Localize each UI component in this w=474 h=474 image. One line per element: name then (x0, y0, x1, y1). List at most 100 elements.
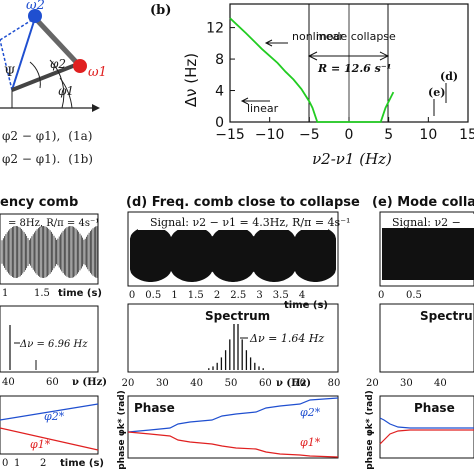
panel-c-signal-frame (0, 213, 99, 285)
panel-d-time-tick: 3.5 (273, 290, 289, 301)
panel-e-phase-ylabel: phase φk* (rad) (365, 390, 375, 470)
panel-e-spectrum-title: Spectrum (420, 309, 474, 323)
panel-d-time-tick: 1.5 (188, 290, 204, 301)
panel-c-time-label: time (s) (58, 288, 102, 299)
annot-linear: linear (247, 102, 279, 115)
panel-c: ency comb = 8Hz, R/π = 4s⁻¹ 1 1.5 time (… (0, 195, 107, 469)
panel-b-xtick-label: 0 (345, 127, 354, 143)
delta-nu-curve (229, 17, 395, 123)
panel-d-phi2: φ2* (300, 406, 321, 419)
panel-e-phi1-curve (379, 429, 474, 445)
panel-c-spectrum-frame (0, 305, 99, 373)
panel-e: (e) Mode colla Signal: ν2 − 0 0.5 Spectr… (365, 195, 474, 470)
panel-e-time-tick-1: 0.5 (406, 290, 422, 301)
panel-d-time-tick: 0.5 (145, 290, 161, 301)
panel-b-xlabel: ν2-ν1 (Hz) (312, 150, 392, 168)
panel-d-time-tick: 4 (299, 290, 305, 301)
panel-c-phase-tick-1: 1 (14, 458, 20, 469)
panel-c-phase-frame (0, 395, 99, 455)
panel-d-spectrum-title: Spectrum (205, 309, 270, 323)
panel-d-freq-tick: 60 (259, 378, 272, 389)
panel-e-signal-frame (379, 211, 474, 287)
panel-c-freq-tick-1: 40 (2, 377, 15, 388)
psi-label: Ψ (4, 65, 15, 80)
panel-b-xtick-label: −10 (255, 127, 285, 143)
annot-d: (d) (440, 70, 458, 83)
equation-1a: φ2 − φ1), (1a) (2, 129, 92, 143)
panel-d-phi1-curve (127, 431, 339, 458)
panel-c-time-tick-1: 1 (2, 288, 8, 299)
omega1-mass (73, 59, 87, 73)
panel-d-phase-title: Phase (134, 401, 175, 415)
panel-d-time-ticks: 0 0.5 1 1.5 2 2.5 3 3.5 4 (129, 290, 305, 301)
panel-d-freq-ticks: 20 30 40 50 60 70 80 (122, 378, 341, 389)
panel-d-delta-nu: Δν = 1.64 Hz (249, 332, 324, 345)
panel-c-signal-label: = 8Hz, R/π = 4s⁻¹ (8, 218, 99, 229)
panel-d-signal-frame (127, 211, 339, 287)
panel-d-freq-label: ν (Hz) (276, 378, 311, 389)
panel-b-xtick-label: 15 (459, 127, 474, 143)
panel-e-freq-tick-1: 30 (400, 378, 413, 389)
panel-d-phi2-curve (127, 397, 339, 433)
omega1-label: ω1 (88, 65, 107, 80)
annot-e: (e) (428, 86, 445, 99)
panel-c-title: ency comb (0, 195, 78, 210)
panel-c-freq-label: ν (Hz) (72, 377, 107, 388)
panel-d-phi1: φ1* (300, 436, 321, 449)
phi2-label: φ2 (50, 57, 66, 71)
annot-nonlinear: nonlinear (292, 30, 344, 43)
panel-e-time-tick-0: 0 (378, 290, 384, 301)
panel-e-phase-frame (379, 395, 474, 459)
panel-b: (b) Δν (Hz) −15 −10 −5 0 5 10 15 0 4 8 12 nonlinea… (150, 3, 474, 168)
panel-d-time-tick: 3 (256, 290, 262, 301)
panel-d-time-tick: 2.5 (230, 290, 246, 301)
panel-c-time-tick-2: 1.5 (34, 288, 50, 299)
panel-d-freq-tick: 30 (156, 378, 169, 389)
equation-1b: φ2 − φ1). (1b) (2, 152, 93, 166)
panel-d: (d) Freq. comb close to collapse Signal:… (117, 195, 360, 470)
panel-d-title: (d) Freq. comb close to collapse (126, 195, 360, 210)
panel-e-signal-waveform (382, 228, 474, 280)
panel-d-freq-tick: 70 (293, 378, 306, 389)
panel-c-phase-tick-0: 0 (2, 458, 8, 469)
omega2-mass (28, 9, 42, 23)
omega2-label: ω2 (26, 0, 45, 13)
panel-a: ω2 ω1 φ2 φ1 Ψ φ2 − φ1), (1a) φ2 − φ1). (1b… (0, 0, 107, 166)
panel-e-freq-tick-0: 20 (366, 378, 379, 389)
panel-b-xtick-label: 5 (384, 127, 393, 143)
panel-d-signal-label: Signal: ν2 − ν1 = 4.3Hz, R/π = 4s⁻¹ (150, 216, 350, 229)
panel-d-phase-ylabel: phase φk* (rad) (117, 390, 127, 470)
panel-b-ytick-label: 8 (215, 52, 224, 68)
panel-d-time-tick: 1 (171, 290, 177, 301)
panel-c-phi2: φ2* (44, 410, 65, 423)
panel-c-freq-tick-2: 60 (46, 377, 59, 388)
panel-d-signal-waveform (130, 226, 336, 282)
annot-R: R = 12.6 s⁻¹ (317, 62, 391, 75)
panel-b-ylabel: Δν (Hz) (182, 53, 200, 107)
annot-mode-collapse: mode collapse (316, 30, 396, 43)
panel-d-freq-tick: 40 (190, 378, 203, 389)
panel-e-phase-title: Phase (414, 401, 455, 415)
phi1-label: φ1 (58, 84, 74, 98)
collapse-region (364, 28, 438, 90)
panel-e-title: (e) Mode colla (372, 195, 474, 210)
panel-d-freq-tick: 50 (225, 378, 238, 389)
panel-e-signal-label: Signal: ν2 − (392, 216, 461, 229)
panel-b-label: (b) (150, 3, 171, 18)
panel-c-phase-tick-2: 2 (40, 458, 46, 469)
panel-b-axes: −15 −10 −5 0 5 10 15 0 4 8 12 (206, 4, 474, 143)
panel-c-phase-time-label: time (s) (60, 458, 104, 469)
panel-d-spectrum-frame (127, 303, 339, 373)
panel-b-ytick-label: 0 (215, 115, 224, 131)
panel-d-spectrum-lines (208, 324, 264, 370)
panel-b-xtick-label: −15 (215, 127, 245, 143)
panel-c-signal-waveform (1, 226, 98, 278)
panel-c-phi1: φ1* (30, 438, 51, 451)
panel-c-delta-nu: Δν = 6.96 Hz (19, 339, 88, 350)
panel-b-xtick-label: −5 (299, 127, 320, 143)
panel-d-time-tick: 2 (214, 290, 220, 301)
panel-d-freq-tick: 20 (122, 378, 135, 389)
panel-e-spectrum-frame (379, 303, 474, 373)
panel-d-phase-frame (127, 395, 339, 459)
